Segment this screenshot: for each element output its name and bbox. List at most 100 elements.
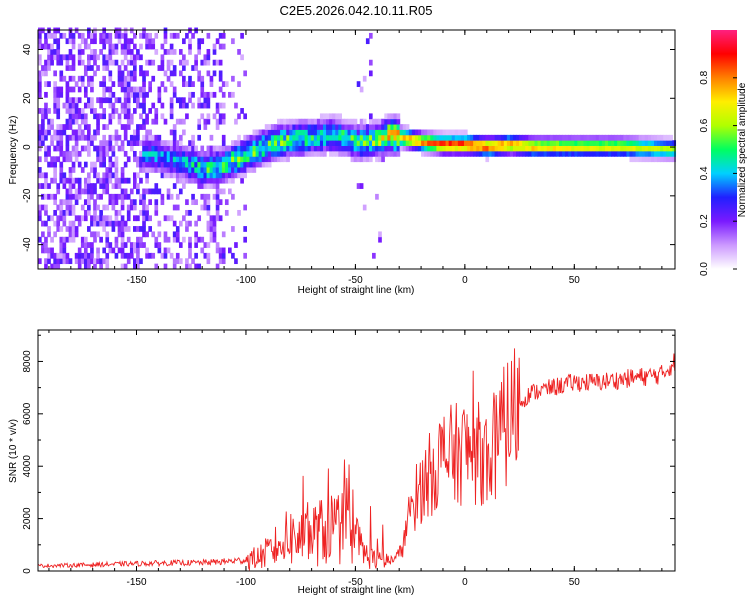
- spectrogram-cell: [59, 59, 64, 66]
- spectrogram-cell: [280, 129, 284, 136]
- spectrogram-cell: [375, 145, 379, 152]
- snr-ytick-label: 8000: [22, 350, 33, 373]
- spectrogram-cell: [243, 156, 247, 163]
- spectrogram-cell: [194, 252, 198, 259]
- spectrogram-cell: [445, 129, 450, 136]
- spectrogram-cell: [47, 81, 51, 87]
- spectrogram-cell: [148, 161, 152, 168]
- spectrogram-cell: [353, 129, 358, 136]
- spectrogram-cell: [169, 129, 174, 136]
- spectrogram-cell: [491, 150, 496, 157]
- spectrogram-cell: [87, 209, 91, 216]
- spectrogram-cell: [182, 156, 186, 163]
- spectrogram-cell: [114, 193, 119, 200]
- spectrogram-cell: [99, 258, 103, 265]
- spectrogram-cell: [53, 32, 57, 39]
- spectrogram-cell: [224, 209, 229, 216]
- spectrogram-cell: [139, 209, 143, 216]
- spectrogram-cell: [90, 65, 94, 71]
- spectrogram-cell: [163, 252, 168, 259]
- spectrogram-cell: [522, 150, 526, 157]
- spectrogram-cell: [411, 140, 416, 146]
- spectrogram-cell: [182, 38, 186, 45]
- spectrogram-cell: [237, 172, 241, 179]
- spectrogram-cell: [249, 145, 254, 152]
- spectrogram-cell: [62, 183, 67, 189]
- spectrogram-cell: [329, 145, 333, 152]
- spectrogram-cell: [304, 129, 309, 136]
- spectrogram-cell: [157, 220, 162, 227]
- spectrogram-cell: [197, 43, 202, 50]
- spectrogram-cell: [194, 242, 198, 248]
- spectrogram-ytick-label: 40: [22, 44, 33, 56]
- spectrogram-cell: [626, 150, 631, 157]
- spectrogram-cell: [114, 161, 119, 168]
- spectrogram-cell: [90, 247, 94, 254]
- spectrogram-cell: [592, 140, 597, 146]
- spectrogram-cell: [38, 81, 42, 87]
- spectrogram-cell: [332, 124, 336, 130]
- spectrogram-cell: [562, 150, 566, 157]
- spectrogram-cell: [601, 140, 606, 146]
- spectrogram-cell: [93, 113, 97, 120]
- spectrogram-cell: [74, 252, 79, 259]
- spectrogram-cell: [212, 220, 217, 227]
- spectrogram-cell: [65, 102, 70, 109]
- spectrogram-cell: [50, 134, 54, 141]
- spectrogram-cell: [405, 140, 410, 146]
- spectrogram-cell: [77, 177, 82, 184]
- spectrogram-cell: [148, 59, 152, 66]
- spectrogram-cell: [485, 140, 490, 146]
- colorbar-tick-label: 0.8: [699, 70, 710, 84]
- spectrogram-cell: [117, 75, 122, 82]
- spectrogram-cell: [516, 145, 520, 152]
- spectrogram-cell: [224, 172, 229, 179]
- spectrogram-cell: [620, 145, 624, 152]
- spectrogram-cell: [653, 140, 658, 146]
- spectrogram-cell: [313, 134, 318, 141]
- spectrogram-cell: [99, 215, 103, 222]
- spectrogram-cell: [133, 129, 137, 136]
- spectrogram-cell: [74, 140, 79, 146]
- spectrogram-cell: [111, 145, 116, 152]
- spectrogram-cell: [344, 150, 349, 157]
- spectrogram-cell: [142, 86, 146, 93]
- spectrogram-cell: [218, 161, 223, 168]
- spectrogram-cell: [252, 150, 257, 157]
- spectrogram-cell: [424, 129, 428, 136]
- spectrogram-cell: [133, 86, 137, 93]
- spectrogram-cell: [172, 204, 177, 211]
- spectrogram-cell: [41, 172, 45, 179]
- spectrogram-cell: [80, 242, 85, 248]
- spectrogram-cell: [50, 161, 54, 168]
- spectrogram-cell: [139, 102, 143, 109]
- spectrogram-cell: [387, 134, 392, 141]
- spectrogram-cell: [102, 65, 107, 71]
- spectrogram-cell: [212, 215, 217, 222]
- spectrogram-cell: [148, 81, 152, 87]
- spectrogram-cell: [215, 188, 220, 195]
- spectrogram-cell: [142, 145, 146, 152]
- colorbar-tick-label: 0.0: [699, 262, 710, 276]
- colorbar-tick-label: 0.4: [699, 166, 710, 180]
- spectrogram-cell: [68, 97, 73, 104]
- spectrogram-cell: [191, 140, 195, 146]
- spectrogram-cell: [421, 145, 425, 152]
- spectrogram-cell: [277, 134, 281, 141]
- spectrogram-cell: [90, 54, 94, 61]
- spectrogram-cell: [384, 140, 388, 146]
- spectrogram-cell: [142, 32, 146, 39]
- spectrogram-cell: [148, 156, 152, 163]
- spectrogram-cell: [41, 204, 45, 211]
- spectrogram-cell: [209, 183, 214, 189]
- spectrogram-cell: [264, 134, 269, 141]
- spectrogram-cell: [347, 134, 352, 141]
- spectrogram-cell: [264, 145, 269, 152]
- spectrogram-cell: [237, 209, 241, 216]
- spectrogram-cell: [145, 188, 149, 195]
- spectrogram-cell: [604, 145, 609, 152]
- spectrogram-cell: [102, 113, 107, 120]
- spectrogram-cell: [77, 258, 82, 265]
- spectrogram-cell: [650, 140, 655, 146]
- spectrogram-cell: [218, 156, 223, 163]
